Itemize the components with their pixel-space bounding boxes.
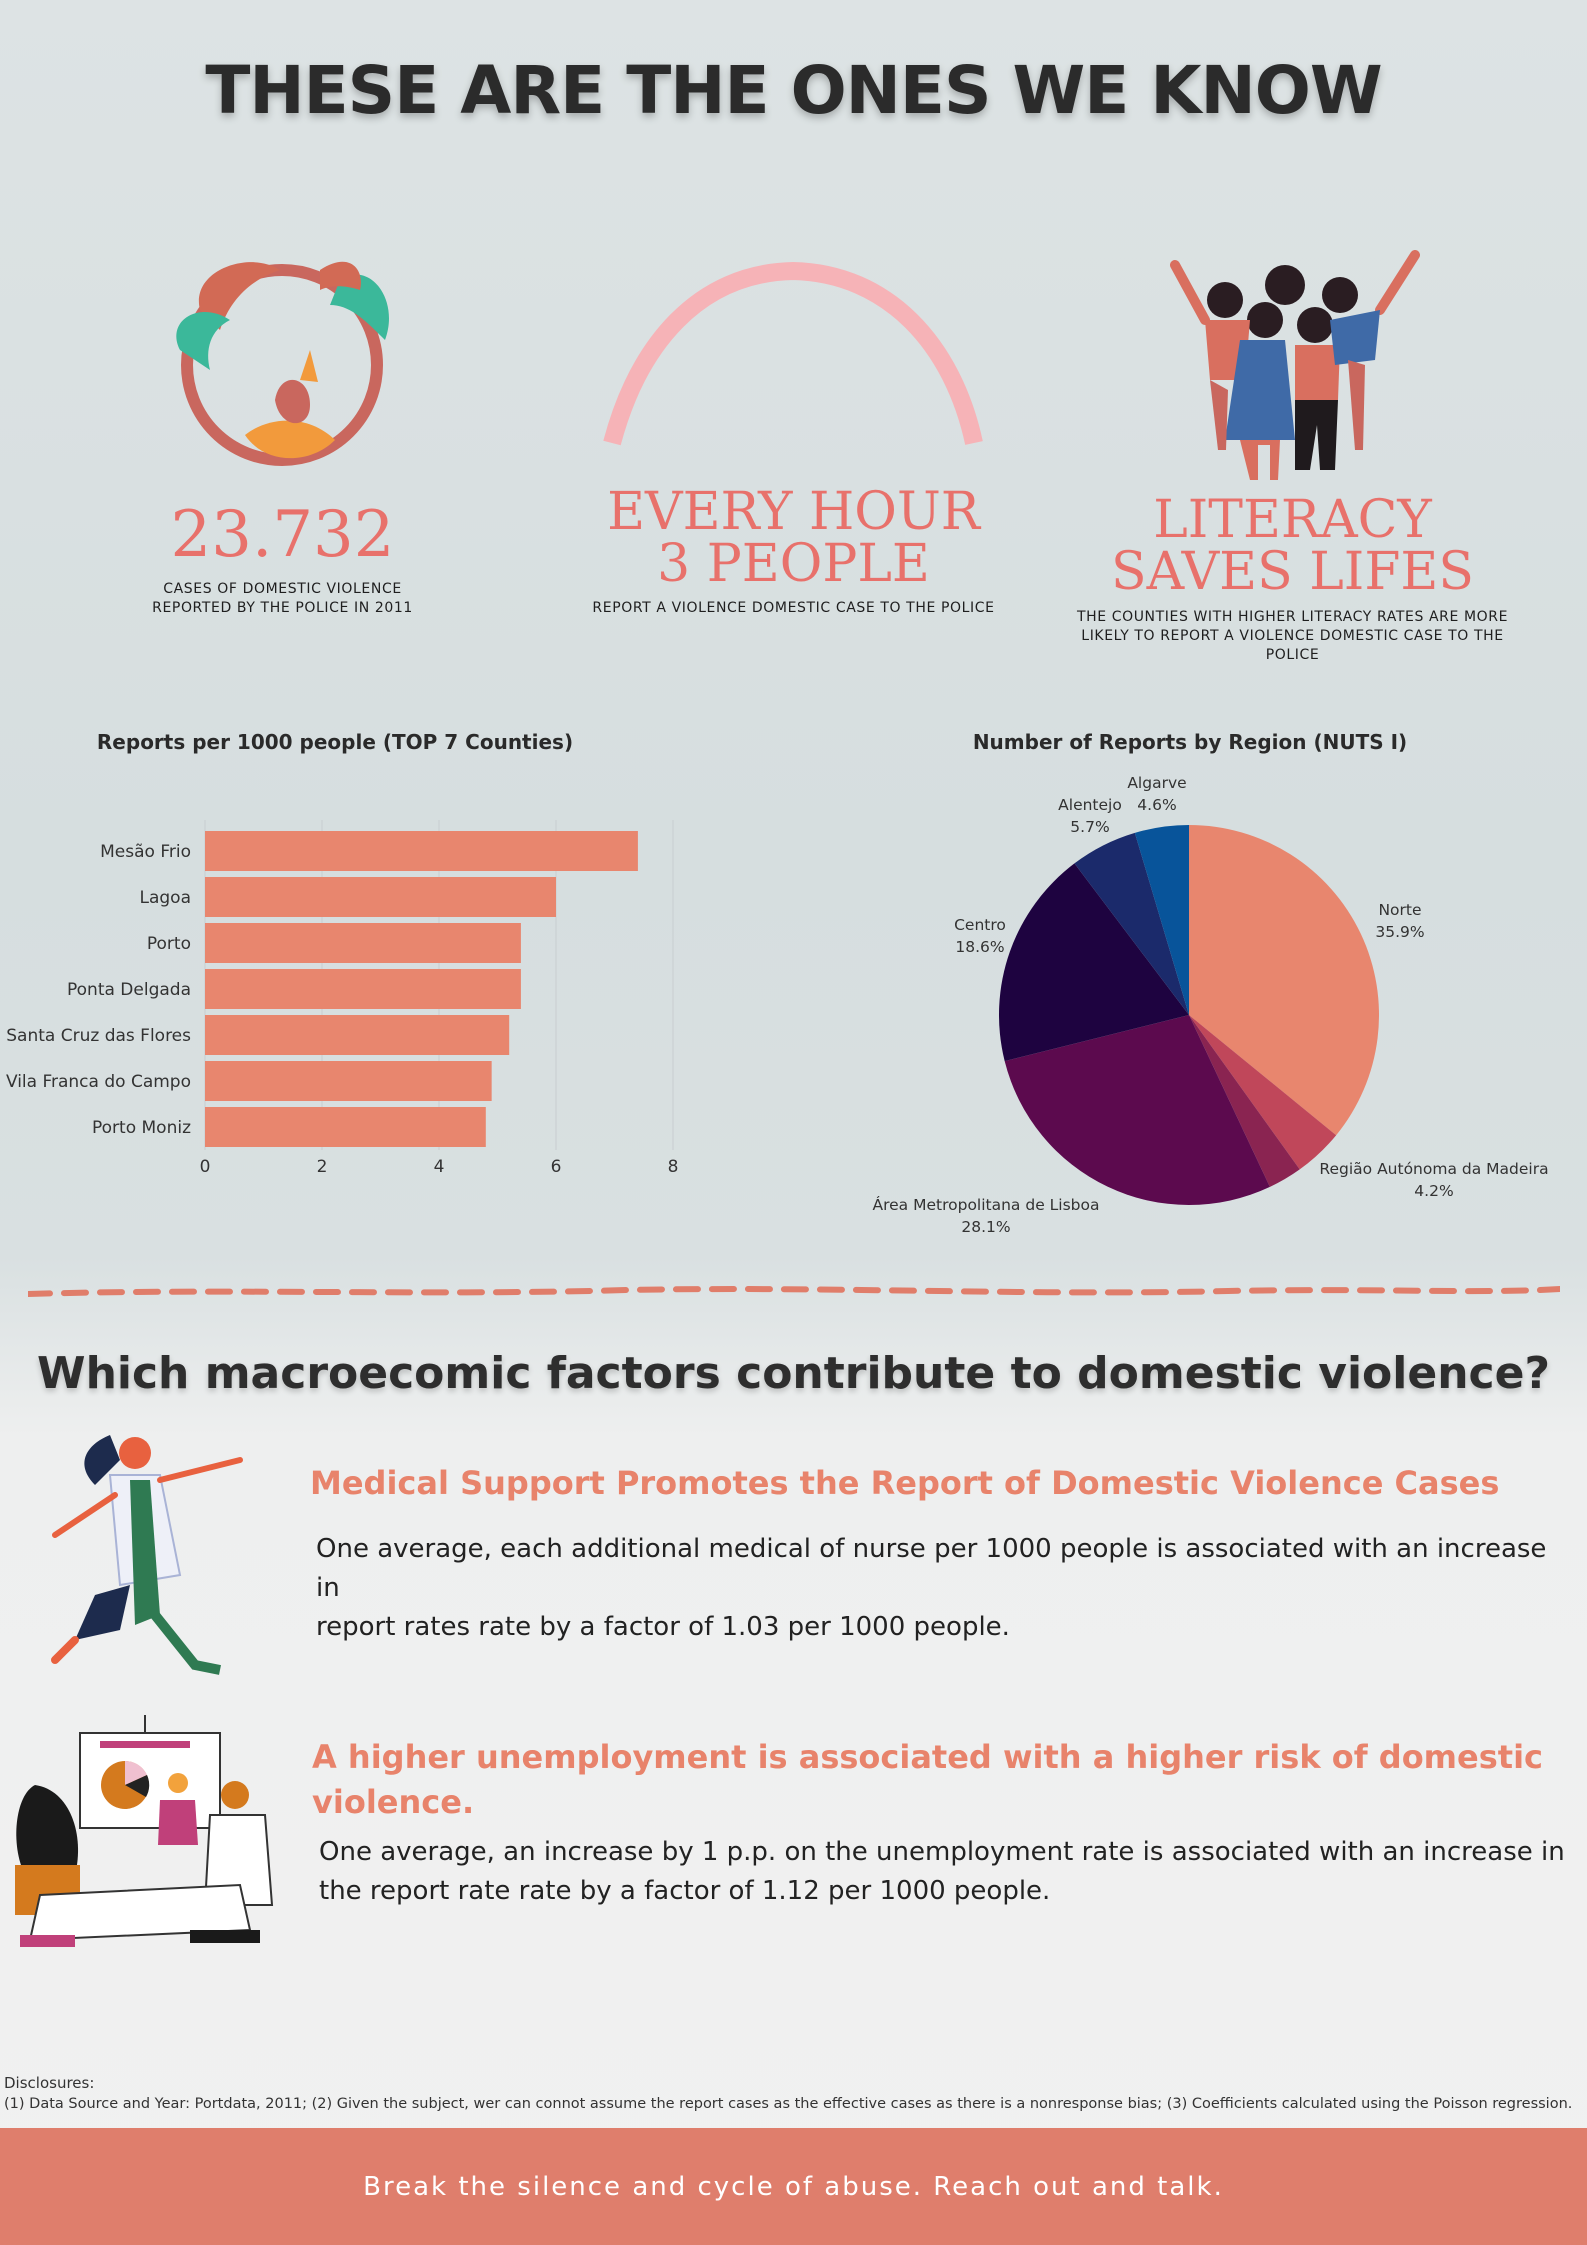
stat-literacy-value: LITERACY SAVES LIFES bbox=[1080, 494, 1505, 598]
factor-body-unemployment: One average, an increase by 1 p.p. on th… bbox=[319, 1833, 1579, 1911]
bar-2 bbox=[205, 923, 521, 963]
stat-line: 3 PEOPLE bbox=[657, 534, 930, 594]
pie-slice-name-label: Alentejo bbox=[1058, 796, 1122, 814]
pie-slice-name-label: Área Metropolitana de Lisboa bbox=[873, 1195, 1100, 1214]
bar-6 bbox=[205, 1107, 486, 1147]
pie-slice-name-label: Centro bbox=[954, 916, 1006, 934]
pie-chart-title: Number of Reports by Region (NUTS I) bbox=[972, 730, 1408, 754]
pie-slice-6 bbox=[1134, 825, 1189, 1015]
stat-line: SAVES LIFES bbox=[1111, 542, 1474, 602]
bar-category-label: Ponta Delgada bbox=[67, 980, 191, 1000]
caption-line: CASES OF DOMESTIC VIOLENCE bbox=[163, 581, 402, 597]
stat-every-hour-value: EVERY HOUR 3 PEOPLE bbox=[560, 486, 1027, 590]
women-group-illustration bbox=[1170, 250, 1420, 480]
pie-slice-value-label: 28.1% bbox=[961, 1218, 1010, 1236]
pie-slice-1 bbox=[1189, 1015, 1337, 1170]
heading-line: A higher unemployment is associated with… bbox=[312, 1738, 1543, 1776]
pie-slice-value-label: 18.6% bbox=[955, 938, 1004, 956]
bar-category-label: Vila Franca do Campo bbox=[6, 1072, 191, 1092]
women-circle-illustration bbox=[176, 261, 389, 466]
pie-slice-value-label: 4.2% bbox=[1414, 1182, 1453, 1200]
section-title: Which macroecomic factors contribute to … bbox=[37, 1348, 1550, 1399]
heading-line: Medical Support Promotes the Report of D… bbox=[310, 1464, 1500, 1502]
stat-line: LITERACY bbox=[1153, 490, 1432, 550]
pie-slice-4 bbox=[999, 863, 1189, 1062]
bar-category-label: Porto bbox=[147, 934, 191, 954]
bar-5 bbox=[205, 1061, 492, 1101]
bar-category-label: Lagoa bbox=[140, 888, 192, 908]
factor-heading-medical: Medical Support Promotes the Report of D… bbox=[310, 1461, 1560, 1506]
caption-line: REPORT A VIOLENCE DOMESTIC CASE TO THE P… bbox=[592, 600, 995, 616]
pie-slice-5 bbox=[1074, 832, 1189, 1015]
bar-x-tick-label: 6 bbox=[551, 1157, 562, 1177]
factor-body-medical: One average, each additional medical of … bbox=[316, 1530, 1576, 1647]
disclosures-label: Disclosures: bbox=[4, 2074, 95, 2092]
bar-x-tick-label: 8 bbox=[668, 1157, 679, 1177]
meeting-illustration bbox=[15, 1715, 274, 1947]
bar-4 bbox=[205, 1015, 510, 1055]
pie-chart: Norte 35.9% Região Autónoma da Madeira 4.2%… bbox=[873, 774, 1549, 1236]
page-title: THESE ARE THE ONES WE KNOW bbox=[205, 52, 1382, 129]
factor-heading-unemployment: A higher unemployment is associated with… bbox=[312, 1735, 1562, 1825]
doctor-illustration bbox=[51, 1435, 243, 1675]
bar-chart-title: Reports per 1000 people (TOP 7 Counties) bbox=[96, 730, 574, 754]
pie-slice-value-label: 5.7% bbox=[1070, 818, 1109, 836]
bar-x-tick-label: 2 bbox=[317, 1157, 328, 1177]
bar-1 bbox=[205, 877, 556, 917]
caption-line: POLICE bbox=[1265, 646, 1320, 663]
pie-slice-name-label: Região Autónoma da Madeira bbox=[1319, 1160, 1548, 1178]
stat-literacy-caption: THE COUNTIES WITH HIGHER LITERACY RATES … bbox=[1070, 608, 1515, 665]
body-line: One average, an increase by 1 p.p. on th… bbox=[319, 1837, 1565, 1867]
heading-line: violence. bbox=[312, 1782, 475, 1821]
caption-line: REPORTED BY THE POLICE IN 2011 bbox=[152, 599, 413, 616]
dashed-divider bbox=[28, 1286, 1560, 1297]
pie-slice-name-label: Norte bbox=[1378, 901, 1421, 919]
arch-illustration bbox=[603, 261, 983, 446]
pie-slice-name-label: Algarve bbox=[1127, 774, 1186, 792]
bar-0 bbox=[205, 831, 638, 871]
disclosures-text: (1) Data Source and Year: Portdata, 2011… bbox=[4, 2096, 1573, 2112]
bar-category-label: Santa Cruz das Flores bbox=[6, 1026, 191, 1046]
caption-line: LIKELY TO REPORT A VIOLENCE DOMESTIC CAS… bbox=[1081, 627, 1504, 644]
bar-category-label: Porto Moniz bbox=[92, 1118, 191, 1138]
footer-banner: Break the silence and cycle of abuse. Re… bbox=[0, 2128, 1587, 2245]
bar-3 bbox=[205, 969, 521, 1009]
body-line: report rates rate by a factor of 1.03 pe… bbox=[316, 1612, 1010, 1642]
body-line: One average, each additional medical of … bbox=[316, 1534, 1547, 1603]
pie-slice-2 bbox=[1189, 1015, 1300, 1187]
bar-x-tick-label: 0 bbox=[200, 1157, 211, 1177]
pie-slice-0 bbox=[1189, 825, 1379, 1136]
stat-cases-caption: CASES OF DOMESTIC VIOLENCE REPORTED BY T… bbox=[120, 580, 445, 618]
stat-cases-value: 23.732 bbox=[170, 498, 395, 572]
stat-line: EVERY HOUR bbox=[607, 482, 980, 542]
bar-category-label: Mesão Frio bbox=[100, 842, 191, 862]
pie-slice-value-label: 4.6% bbox=[1137, 796, 1176, 814]
footer-text: Break the silence and cycle of abuse. Re… bbox=[363, 2171, 1224, 2202]
stat-every-hour-caption: REPORT A VIOLENCE DOMESTIC CASE TO THE P… bbox=[560, 599, 1027, 618]
bar-chart: 0 2 4 6 8 Mesão Frio Lagoa Porto Ponta Delgada Sa… bbox=[6, 820, 679, 1177]
pie-slice-3 bbox=[1004, 1015, 1270, 1205]
pie-slice-value-label: 35.9% bbox=[1375, 923, 1424, 941]
body-line: the report rate rate by a factor of 1.12… bbox=[319, 1876, 1051, 1906]
caption-line: THE COUNTIES WITH HIGHER LITERACY RATES … bbox=[1076, 609, 1509, 625]
bar-x-tick-label: 4 bbox=[434, 1157, 445, 1177]
